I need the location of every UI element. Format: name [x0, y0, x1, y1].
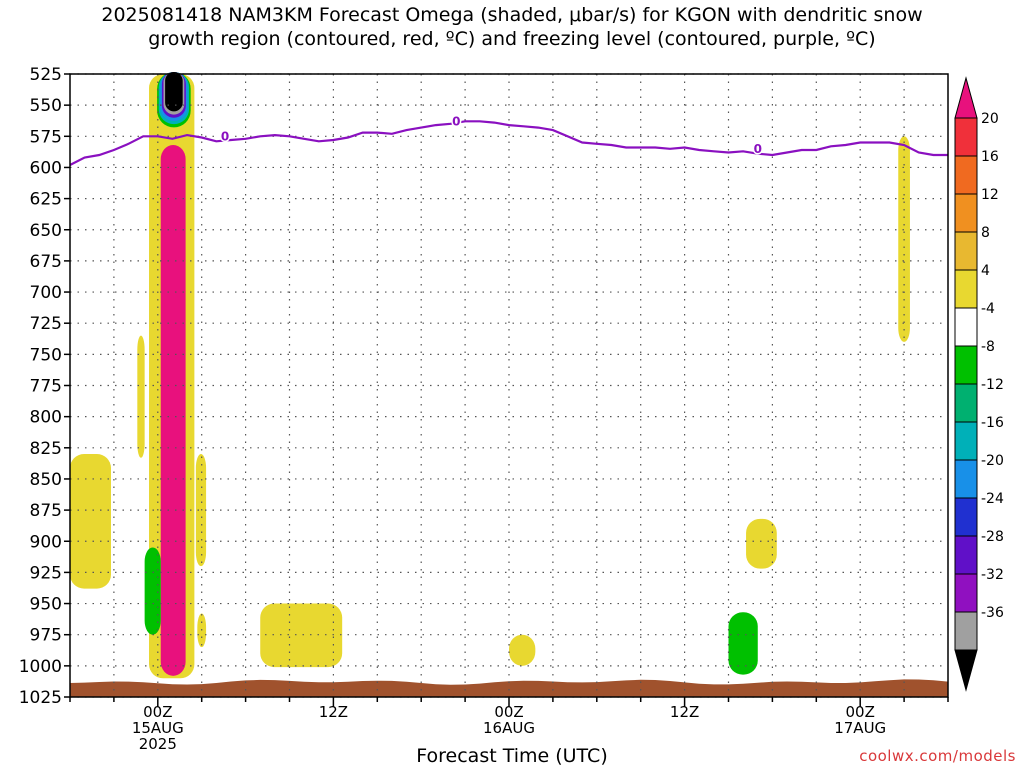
colorbar-block: [954, 459, 978, 499]
colorbar-label: 8: [981, 225, 990, 241]
freezing-level-label: 0: [754, 142, 762, 156]
colorbar-label: -16: [981, 415, 1004, 431]
colorbar-block: [954, 535, 978, 575]
colorbar-label: -20: [981, 453, 1004, 469]
terrain-strip: [70, 679, 948, 697]
y-tick-label: 575: [30, 127, 62, 147]
freezing-level-label: 0: [452, 114, 460, 128]
y-tick-label: 525: [30, 65, 62, 85]
omega-region: [160, 145, 186, 676]
y-tick-label: 850: [30, 470, 62, 490]
colorbar-label: 16: [981, 149, 999, 165]
colorbar-top-arrow: [954, 76, 978, 119]
omega-region: [509, 634, 536, 666]
y-tick-label: 950: [30, 595, 62, 615]
y-tick-label: 675: [30, 252, 62, 272]
y-tick-label: 600: [30, 158, 62, 178]
x-axis-title: Forecast Time (UTC): [416, 745, 608, 767]
y-tick-label: 775: [30, 377, 62, 397]
x-tick-label: 15AUG: [132, 719, 184, 737]
credit-link[interactable]: coolwx.com/models: [859, 747, 1016, 765]
omega-region: [70, 454, 111, 589]
colorbar-label: -4: [981, 301, 995, 317]
x-tick-label: 12Z: [670, 703, 699, 721]
colorbar-label: 12: [981, 187, 999, 203]
freezing-level-label: 0: [221, 129, 229, 143]
colorbar-block: [954, 307, 978, 347]
colorbar-block: [954, 611, 978, 651]
omega-core: [165, 72, 183, 112]
omega-region: [746, 518, 777, 569]
colorbar-label: -12: [981, 377, 1004, 393]
x-tick-label: 00Z: [494, 703, 523, 721]
omega-region: [137, 335, 145, 458]
colorbar-block: [954, 155, 978, 195]
colorbar-block: [954, 193, 978, 233]
omega-region: [728, 612, 758, 675]
colorbar-block: [954, 573, 978, 613]
colorbar-block: [954, 497, 978, 537]
y-tick-label: 1025: [19, 688, 62, 708]
colorbar-block: [954, 231, 978, 271]
y-tick-label: 825: [30, 439, 62, 459]
x-tick-label: 00Z: [143, 703, 172, 721]
y-tick-label: 900: [30, 532, 62, 552]
colorbar-label: 4: [981, 263, 990, 279]
x-tick-label: 16AUG: [483, 719, 535, 737]
y-tick-label: 1000: [19, 657, 62, 677]
colorbar-label: -32: [981, 567, 1004, 583]
y-tick-label: 925: [30, 563, 62, 583]
chart-title-line1: 2025081418 NAM3KM Forecast Omega (shaded…: [101, 4, 923, 26]
colorbar-block: [954, 421, 978, 461]
colorbar-block: [954, 117, 978, 157]
colorbar-block: [954, 269, 978, 309]
y-tick-label: 875: [30, 501, 62, 521]
y-tick-label: 650: [30, 221, 62, 241]
y-tick-label: 975: [30, 626, 62, 646]
y-tick-label: 800: [30, 408, 62, 428]
colorbar-label: -8: [981, 339, 995, 355]
y-tick-label: 700: [30, 283, 62, 303]
y-tick-label: 725: [30, 314, 62, 334]
x-tick-label: 2025: [139, 735, 177, 753]
omega-region: [144, 547, 161, 635]
colorbar-label: -28: [981, 529, 1004, 545]
freezing-level-line: [69, 120, 948, 166]
colorbar-label: 20: [981, 111, 999, 127]
y-tick-label: 550: [30, 96, 62, 116]
colorbar-block: [954, 345, 978, 385]
colorbar-label: -24: [981, 491, 1004, 507]
omega-region: [195, 454, 207, 567]
x-tick-label: 17AUG: [834, 719, 886, 737]
plot-area: [70, 74, 948, 697]
x-tick-label: 00Z: [846, 703, 875, 721]
y-tick-label: 750: [30, 345, 62, 365]
colorbar-bottom-arrow: [954, 649, 978, 692]
chart-title-line2: growth region (contoured, red, ºC) and f…: [148, 28, 876, 50]
omega-region: [260, 603, 343, 668]
y-tick-label: 625: [30, 190, 62, 210]
x-tick-label: 12Z: [319, 703, 348, 721]
colorbar-label: -36: [981, 605, 1004, 621]
colorbar-block: [954, 383, 978, 423]
